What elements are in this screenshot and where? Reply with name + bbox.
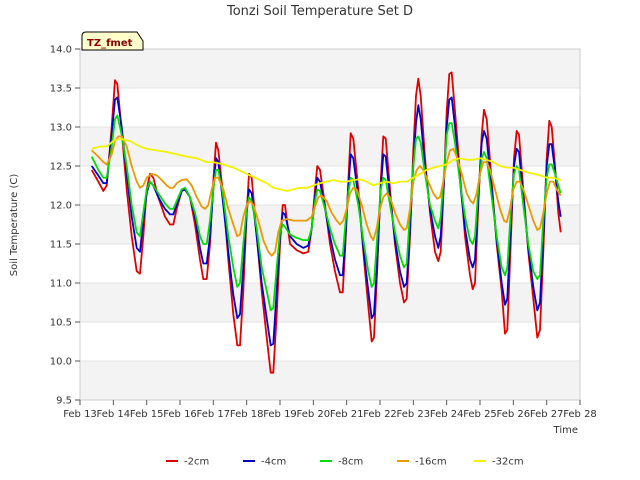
x-tick-label: Feb 14 (97, 409, 131, 420)
x-tick-label: Feb 16 (163, 409, 197, 420)
x-tick-label: Feb 17 (197, 409, 231, 420)
background-band (80, 127, 580, 166)
site-tag-box (81, 31, 144, 51)
x-tick-label: Feb 15 (130, 409, 164, 420)
x-tick-label: Feb 26 (497, 409, 531, 420)
legend-label: -4cm (261, 457, 286, 468)
legend: -2cm -4cm -8cm -16cm -32cm (166, 457, 524, 468)
x-tick-label: Feb 23 (397, 409, 431, 420)
x-tick-label: Feb 28 (563, 409, 597, 420)
y-tick-label: 12.0 (50, 201, 72, 212)
y-tick-label: 10.5 (50, 318, 72, 329)
x-tick-label: Feb 20 (297, 409, 331, 420)
y-axis-ticks: 9.5 10.0 10.5 11.0 11.5 12.0 12.5 13.0 13.5 14.0 (50, 45, 80, 407)
x-axis-title: Time (553, 425, 578, 436)
y-tick-label: 12.5 (50, 162, 72, 173)
background-band (80, 283, 580, 322)
x-tick-label: Feb 13 (63, 409, 97, 420)
y-tick-label: 9.5 (56, 396, 72, 407)
background-band (80, 361, 580, 400)
x-tick-label: Feb 21 (330, 409, 364, 420)
x-tick-label: Feb 19 (263, 409, 297, 420)
background-bands (80, 49, 580, 400)
plot-frame (79, 48, 581, 401)
site-tag: TZ_fmet (81, 31, 144, 51)
series-line-16cm (91, 135, 562, 257)
x-tick-label: Feb 22 (363, 409, 397, 420)
series-line-32cm (91, 137, 561, 192)
legend-label: -16cm (415, 457, 447, 468)
y-axis-title: Soil Temperature (C) (9, 174, 20, 277)
legend-label: -32cm (492, 457, 524, 468)
x-tick-label: Feb 27 (530, 409, 564, 420)
series-lines (90, 71, 562, 374)
x-tick-label: Feb 18 (230, 409, 264, 420)
y-tick-label: 14.0 (50, 45, 72, 56)
legend-label: -8cm (338, 457, 363, 468)
background-band (80, 49, 580, 88)
y-tick-label: 11.5 (50, 240, 72, 251)
y-tick-label: 13.0 (50, 123, 72, 134)
x-axis-ticks: Feb 13 Feb 14 Feb 15 Feb 16 Feb 17 Feb 18 Feb … (63, 400, 597, 420)
x-tick-label: Feb 24 (430, 409, 464, 420)
chart-title: Tonzi Soil Temperature Set D (226, 4, 413, 19)
y-tick-label: 10.0 (50, 357, 72, 368)
y-tick-label: 13.5 (50, 84, 72, 95)
site-tag-label: TZ_fmet (87, 38, 133, 49)
legend-label: -2cm (184, 457, 209, 468)
x-tick-label: Feb 25 (463, 409, 497, 420)
y-tick-label: 11.0 (50, 279, 72, 290)
